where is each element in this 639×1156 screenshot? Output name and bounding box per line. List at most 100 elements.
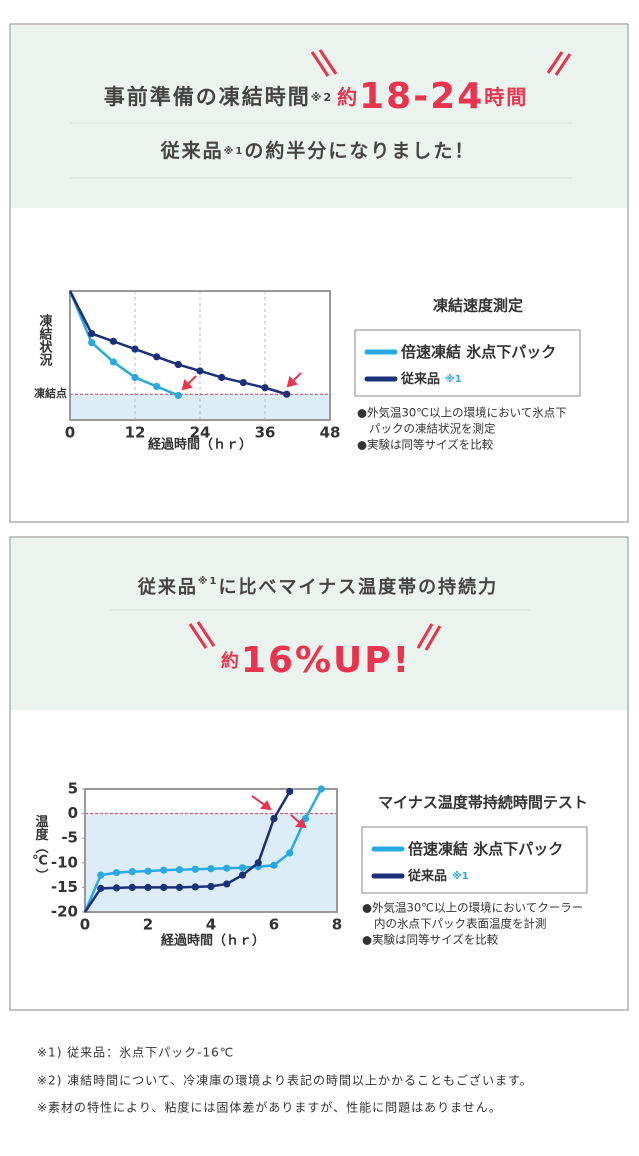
series-line	[83, 788, 323, 913]
point	[153, 353, 161, 361]
x-tick-label: 36	[255, 424, 276, 442]
point	[261, 384, 269, 392]
legend-label: 倍速凍結 氷点下パック	[408, 840, 563, 858]
headline-text: 従来品	[137, 576, 198, 598]
footnote: ※素材の特性により、粘度には固体差がありますが、性能に問題はありません。	[37, 1100, 502, 1115]
x-axis-label: 経過時間（ｈｒ）	[148, 437, 252, 453]
point	[270, 814, 278, 823]
headline-text: に比べマイナス温度帯の持続力	[219, 576, 499, 598]
point	[153, 382, 161, 391]
note-mark: ※1	[224, 145, 245, 157]
y-axis-label: 凍結状況	[37, 313, 53, 367]
note-mark: ※1	[198, 575, 219, 587]
legend-entry: 倍速凍結 氷点下パック	[408, 840, 563, 858]
headline: 事前準備の凍結時間※2 約18-24時間	[104, 76, 529, 117]
subline-text: 従来品	[160, 139, 224, 162]
chart-note: ●外気温30℃以上の環境においてクーラー	[362, 901, 583, 915]
point	[112, 869, 121, 877]
point	[207, 882, 215, 891]
point	[301, 814, 310, 823]
x-tick-label: 6	[269, 916, 279, 934]
x-tick-label: 24	[190, 424, 211, 442]
point	[88, 329, 96, 338]
slash-deco	[188, 621, 442, 651]
x-tick-label: 0	[65, 424, 75, 442]
emphasis-text: 約	[221, 650, 241, 672]
y-tick-label: -5	[61, 829, 78, 847]
note-mark: ※2	[311, 91, 333, 104]
point	[174, 360, 182, 369]
chart-note: ●実験は同等サイズを比較	[362, 933, 499, 947]
point	[196, 367, 204, 375]
point	[223, 864, 231, 872]
x-tick-label: 0	[80, 916, 90, 934]
point	[238, 864, 247, 872]
y-tick-label: -10	[51, 853, 78, 871]
point	[174, 391, 182, 400]
legend-entry: 従来品 ※1	[407, 868, 469, 884]
point	[191, 883, 199, 891]
point	[109, 337, 117, 345]
point	[160, 866, 168, 874]
headline-text: 約	[337, 85, 359, 109]
section-2-band	[11, 538, 627, 710]
y-tick-label: 0	[68, 804, 78, 822]
headline-number: 18-24	[359, 76, 484, 117]
point	[112, 884, 121, 892]
point	[191, 865, 199, 873]
legend-box	[354, 329, 581, 397]
point	[317, 785, 325, 793]
reference-label: 凍結点	[34, 386, 67, 400]
below-reference-shade	[85, 813, 337, 912]
legend-box	[361, 826, 588, 894]
x-tick-label: 8	[332, 916, 342, 934]
point	[283, 390, 291, 398]
chart-title: 凍結速度測定	[433, 297, 523, 315]
point	[270, 861, 278, 869]
slash-deco	[310, 49, 572, 77]
headline-text: 事前準備の凍結時間	[104, 85, 311, 109]
point	[239, 378, 247, 387]
footnote: ※1) 従来品：氷点下パック-16℃	[37, 1046, 234, 1060]
point	[128, 883, 136, 892]
emphasis: 約16%UP!	[221, 640, 411, 681]
chart-note: ●実験は同等サイズを比較	[357, 438, 494, 452]
x-tick-label: 12	[125, 424, 146, 442]
footnote: ※2) 凍結時間について、冷凍庫の環境より表記の時間以上かかることもございます。	[37, 1073, 533, 1088]
x-axis-label: 経過時間（ｈｒ）	[161, 933, 265, 949]
point	[131, 345, 139, 353]
point	[88, 339, 96, 347]
point	[97, 871, 105, 879]
headline-text: 時間	[484, 85, 528, 109]
point	[207, 865, 215, 873]
chart-note: ●外気温30℃以上の環境において氷点下	[357, 406, 567, 420]
point	[175, 883, 184, 892]
legend-note: ※1	[445, 373, 462, 385]
x-tick-label: 4	[206, 916, 216, 934]
point	[144, 867, 152, 875]
point	[286, 849, 294, 857]
point	[238, 871, 247, 879]
legend-label: 従来品	[400, 371, 440, 387]
y-axis-label: 温度（℃）	[32, 815, 49, 882]
series-line	[68, 290, 179, 397]
plot-frame	[69, 290, 331, 421]
subline-text: の約半分になりました！	[244, 139, 475, 162]
headline: 従来品※1に比べマイナス温度帯の持続力	[137, 575, 498, 598]
point	[131, 373, 139, 382]
y-tick-label: -15	[51, 878, 78, 896]
point	[286, 787, 294, 796]
point	[128, 868, 136, 876]
point	[218, 373, 226, 382]
plot-frame	[84, 788, 338, 913]
point	[160, 883, 168, 892]
legend-label: 従来品	[407, 868, 447, 884]
point	[97, 884, 105, 892]
chart-title: マイナス温度帯持続時間テスト	[378, 794, 588, 812]
x-tick-label: 48	[320, 424, 341, 442]
y-tick-label: 5	[68, 780, 78, 798]
section-1-band	[11, 25, 627, 208]
legend-note: ※1	[452, 870, 469, 882]
x-tick-label: 2	[143, 916, 153, 934]
